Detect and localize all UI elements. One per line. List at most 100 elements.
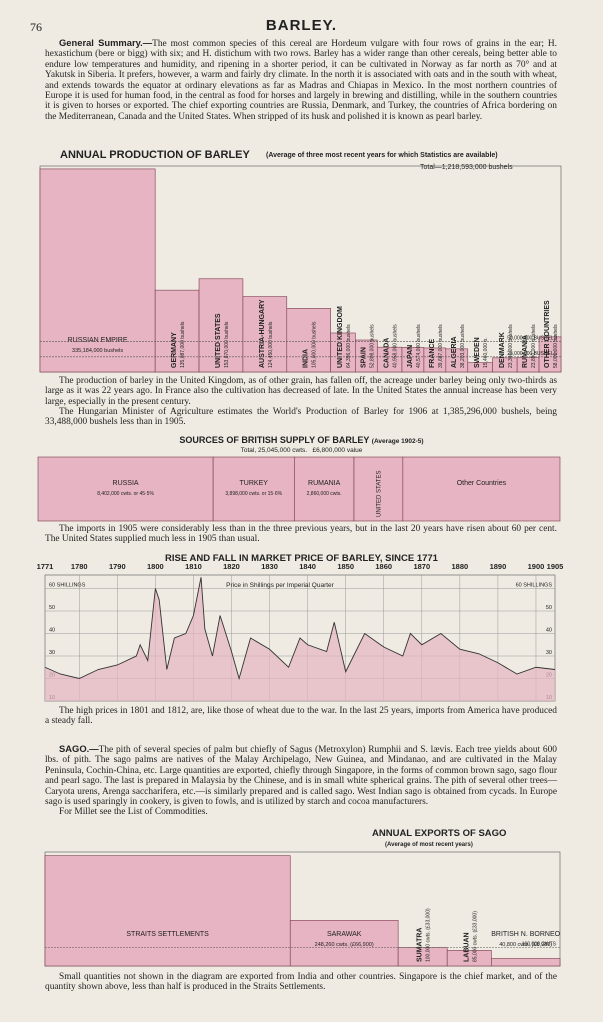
bar-label: CANADA xyxy=(384,338,391,368)
chart-subtitle: (Average of most recent years) xyxy=(385,842,473,848)
paragraph: The high prices in 1801 and 1812, are, l… xyxy=(45,706,557,727)
x-tick-label: 1810 xyxy=(185,563,202,571)
value-label: 40,958,000 bushels xyxy=(393,324,399,368)
chart: STRAITS SETTLEMENTS SARAWAK 248,260 cwts. … xyxy=(44,851,561,967)
bar-label: UNITED STATES xyxy=(215,313,222,368)
x-tick-label: 1890 xyxy=(490,563,507,571)
paragraph: The production of barley in the United K… xyxy=(45,376,557,407)
summary: General Summary.—The most common species… xyxy=(45,37,558,122)
chart-subtitle: (Average of three most recent years for … xyxy=(266,152,498,159)
x-tick-label: 1900 xyxy=(528,563,545,571)
summary-text: The most common species of this cereal a… xyxy=(45,39,558,122)
segment-label: UNITED STATES xyxy=(376,471,382,517)
bar-segment xyxy=(294,456,355,522)
value-label: 23,890,000 bushels xyxy=(531,324,537,368)
value-label: 248,260 cwts. (£66,900) xyxy=(315,942,374,948)
bar-label: SARAWAK xyxy=(327,931,362,938)
bar-label: OTHER COUNTRIES xyxy=(544,300,551,368)
segment-label: Other Countries xyxy=(457,480,507,487)
bar-label: INDIA xyxy=(303,349,310,368)
bar xyxy=(376,346,403,373)
y-tick-label: 60 SHILLINGS xyxy=(516,583,553,589)
y-tick-label: 30 xyxy=(546,650,552,656)
chart-subtitle: (Average 1902-5) xyxy=(371,438,424,445)
reference-label: 25,000,000 BUSHELS xyxy=(507,351,557,357)
chart-total: Total, 25,045,000 cwts. £6,800,000 value xyxy=(240,447,363,454)
paragraph: The Hungarian Minister of Agriculture es… xyxy=(45,407,557,428)
value-label: 39,687,000 bushels xyxy=(438,324,444,368)
x-tick-label: 1905 xyxy=(547,563,564,571)
x-tick-label: 1830 xyxy=(261,563,278,571)
bar-label: RUMANIA xyxy=(522,335,529,368)
bar-label: UNITED KINGDOM xyxy=(337,306,344,368)
value-label: 58,000,000 bushels xyxy=(553,324,559,368)
bar-label: SWEDEN xyxy=(474,337,481,368)
value-label: 105,000,000 bushels xyxy=(312,321,318,368)
value-label: 3,898,000 cwts. or 15·6% xyxy=(225,491,282,497)
y-tick-label: 60 SHILLINGS xyxy=(49,583,86,589)
bar-segment xyxy=(402,456,561,522)
x-tick-label: 1771 xyxy=(37,563,54,571)
value-label: 40,800 cwts. (£8,980) xyxy=(499,942,552,948)
bar xyxy=(330,332,356,373)
bar-label: ALGERIA xyxy=(451,337,458,369)
y-tick-label: 40 xyxy=(49,628,55,634)
value-label: 2,860,000 cwts. xyxy=(307,491,342,497)
value-label: 124,450,000 bushels xyxy=(268,321,274,368)
bar-segment xyxy=(353,456,404,522)
value-label: 23,346,000 bushels xyxy=(508,324,514,368)
footer-paragraph: Small quantities not shown in the diagra… xyxy=(45,972,557,993)
bar-label: GERMANY xyxy=(171,332,178,368)
chart-title: ANNUAL PRODUCTION OF BARLEY xyxy=(60,149,250,161)
value-label: 40,574,000 bushels xyxy=(416,324,422,368)
bar xyxy=(289,920,399,967)
reference-label: 100,000 CWTS xyxy=(522,942,557,948)
bar xyxy=(198,278,244,373)
value-label: 335,184,000 bushels xyxy=(72,348,123,354)
bar-label: AUSTRIA-HUNGARY xyxy=(259,299,266,368)
y-tick-label: 40 xyxy=(546,628,552,634)
x-tick-label: 1850 xyxy=(337,563,354,571)
chart-total: Total—1,218,593,000 bushels xyxy=(420,164,513,171)
sago-text: The pith of several species of palm but … xyxy=(45,745,557,808)
bar xyxy=(445,348,469,373)
chart-title: RISE AND FALL IN MARKET PRICE OF BARLEY,… xyxy=(165,553,438,564)
bar xyxy=(44,855,291,967)
bar xyxy=(286,308,331,373)
x-tick-label: 1860 xyxy=(375,563,392,571)
summary-heading: General Summary.— xyxy=(59,37,153,48)
bar xyxy=(446,950,492,967)
chart: RUSSIAN EMPIRE 335,184,000 bushels GERMANY… xyxy=(39,165,562,373)
sago-heading: SAGO.— xyxy=(59,743,99,754)
chart: RUSSIA 8,402,000 cwts. or 45·5% TURKEY 3,89… xyxy=(37,456,561,522)
value-label: 38,203,000 bushels xyxy=(460,324,466,368)
bar-segment xyxy=(37,456,214,522)
chart: 1771 1780 1790 1800 1810 1820 1830 1840 1850 1860… xyxy=(37,563,564,702)
value-label: 8,402,000 cwts. or 45·5% xyxy=(97,491,154,497)
x-tick-label: 1880 xyxy=(452,563,469,571)
value-label: 15,460,000 b. xyxy=(483,337,489,368)
bar-segment xyxy=(212,456,295,522)
bar-label: BRITISH N. BORNEO xyxy=(491,931,560,938)
bar-label: STRAITS SETTLEMENTS xyxy=(126,931,209,938)
bar-label: LABUAN xyxy=(463,932,470,962)
bar xyxy=(491,958,561,967)
bar-label: RUSSIAN EMPIRE xyxy=(68,337,128,344)
x-tick-label: 1840 xyxy=(299,563,316,571)
value-label: 153,870,000 bushels xyxy=(224,321,230,368)
chart-subtitle: Price in Shillings per Imperial Quarter xyxy=(226,582,334,589)
bar-label: SPAIN xyxy=(360,347,367,368)
segment-label: RUMANIA xyxy=(308,480,341,487)
sago-paragraph: SAGO.—The pith of several species of pal… xyxy=(45,743,557,808)
x-tick-label: 1790 xyxy=(109,563,126,571)
chart-title-text: SOURCES OF BRITISH SUPPLY OF BARLEY xyxy=(179,435,370,445)
bar xyxy=(39,168,156,373)
y-tick-label: 50 xyxy=(49,605,55,611)
y-tick-label: 30 xyxy=(49,650,55,656)
y-tick-label: 50 xyxy=(546,605,552,611)
bar-label: DENMARK xyxy=(499,332,506,368)
bar xyxy=(242,296,288,373)
bar xyxy=(538,336,562,373)
paragraph: The imports in 1905 were considerably le… xyxy=(45,524,557,545)
